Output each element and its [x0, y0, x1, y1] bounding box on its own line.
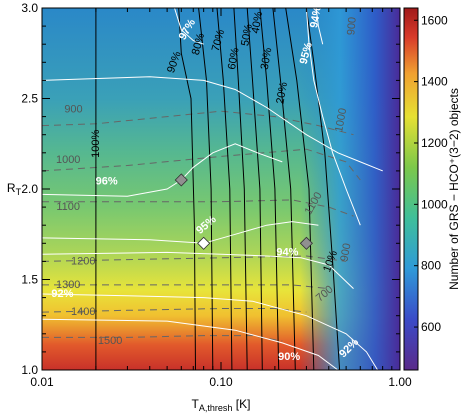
colorbar-ticks: 600 800 1000 1200 1400 1600 — [414, 13, 448, 334]
colorbar-label: Number of GRS − HCO⁺(3−2) objects — [447, 88, 461, 290]
contour-label: 1000 — [333, 107, 349, 133]
contour-label: 1100 — [56, 201, 80, 213]
colorbar-tick-label: 1200 — [421, 136, 448, 150]
contour-label: 1000 — [56, 154, 80, 166]
contour-label: 1300 — [56, 279, 80, 291]
contour-label: 94% — [308, 5, 324, 29]
percent-contour-white-3 — [315, 8, 324, 45]
percent-contour-white-1 — [42, 76, 383, 172]
colorbar — [403, 7, 419, 371]
x-tick-label: 0.01 — [30, 375, 54, 389]
percent-contour-40pct — [259, 8, 280, 370]
contour-label: 92% — [51, 288, 73, 300]
contour-label: 30% — [259, 47, 275, 71]
percent-contour-white-0 — [174, 8, 204, 45]
percent-contour-90pct — [178, 8, 196, 370]
y-axis-label: RT — [7, 181, 22, 197]
percent-contours-white — [42, 8, 383, 370]
y-tick-label: 2.0 — [21, 182, 38, 196]
markers — [174, 173, 313, 250]
contour-label: 1500 — [98, 335, 122, 347]
percent-contour-50pct — [246, 8, 263, 370]
contour-label: 900 — [345, 16, 359, 35]
contour-label: 70% — [210, 28, 227, 53]
contour-label: 60% — [226, 47, 242, 71]
y-tick-label: 2.5 — [21, 92, 38, 106]
percent-contour-white-6 — [42, 251, 354, 289]
contour-label: 96% — [96, 176, 118, 188]
x-tick-label: 0.10 — [209, 375, 233, 389]
count-contour-1200 — [42, 255, 347, 262]
contour-label: 1400 — [71, 306, 95, 318]
percent-contour-20pct — [285, 8, 315, 370]
contour-label: 20% — [274, 81, 290, 105]
colorbar-tick-label: 1600 — [421, 13, 448, 27]
count-contour-1000 — [42, 148, 361, 181]
diamond-marker — [197, 236, 211, 250]
percent-contour-10pct — [305, 8, 341, 370]
count-contour-1100 — [42, 199, 354, 217]
contour-label: 1200 — [71, 255, 95, 267]
y-ticks: 1.0 1.5 2.0 2.5 3.0 — [21, 1, 400, 377]
x-tick-label: 1.00 — [388, 375, 412, 389]
x-axis-label: TA,thresh [K] — [192, 397, 251, 413]
percent-contour-white-5 — [42, 221, 319, 244]
percent-contour-white-2 — [305, 8, 361, 226]
percent-contour-70pct — [216, 8, 233, 370]
y-tick-label: 1.0 — [21, 363, 38, 377]
percent-contour-white-4 — [42, 143, 283, 197]
contour-label: 50% — [239, 23, 255, 47]
y-tick-label: 1.5 — [21, 273, 38, 287]
contour-label: 95% — [298, 41, 315, 66]
diamond-marker — [174, 173, 188, 187]
colorbar-tick-label: 800 — [421, 259, 441, 273]
contour-label: 90% — [278, 351, 300, 363]
diamond-marker — [299, 236, 313, 250]
x-ticks: 0.01 0.10 1.00 — [30, 8, 412, 389]
colorbar-tick-label: 1400 — [421, 75, 448, 89]
contour-label: 40% — [250, 10, 266, 34]
contour-label: 94% — [276, 246, 298, 258]
heatmap-right-falloff — [300, 8, 400, 370]
contour-label: 900 — [64, 103, 82, 115]
contour-label: 80% — [190, 32, 207, 57]
percent-contour-white-8 — [42, 318, 339, 370]
y-tick-label: 3.0 — [21, 1, 38, 15]
percent-contour-60pct — [233, 8, 248, 370]
percent-contour-white-7 — [42, 293, 379, 370]
percent-contour-30pct — [272, 8, 296, 370]
colorbar-tick-label: 1000 — [421, 197, 448, 211]
contour-label: 100% — [90, 130, 102, 158]
percent-contours-black — [95, 8, 341, 370]
colorbar-tick-label: 600 — [421, 320, 441, 334]
contour-label: 900 — [339, 242, 354, 262]
